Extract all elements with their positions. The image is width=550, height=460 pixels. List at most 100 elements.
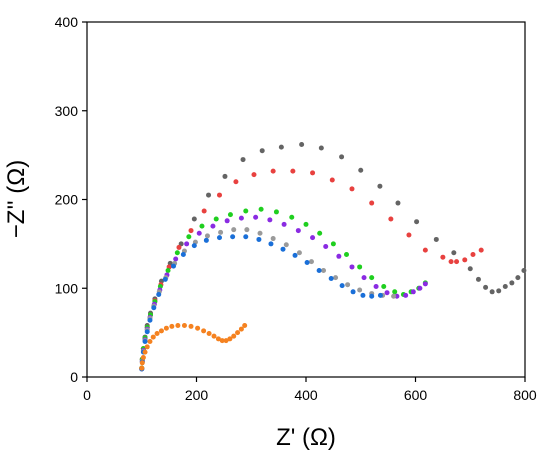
data-point xyxy=(290,168,296,174)
data-point xyxy=(296,250,302,256)
data-point xyxy=(235,330,241,336)
data-point xyxy=(223,338,229,344)
data-point xyxy=(395,200,401,206)
data-point xyxy=(317,230,323,236)
data-point xyxy=(227,212,233,218)
data-point xyxy=(144,329,150,335)
data-point xyxy=(211,333,217,339)
x-ticks: 0 200 400 600 800 xyxy=(83,377,537,403)
data-point xyxy=(203,237,209,243)
data-point xyxy=(384,290,390,296)
data-point xyxy=(242,323,248,329)
data-point xyxy=(224,218,230,224)
data-point xyxy=(377,292,383,298)
data-point xyxy=(238,215,244,221)
data-point xyxy=(451,250,457,256)
series-3 xyxy=(139,206,428,371)
data-point xyxy=(344,252,350,258)
y-ticks: 0 100 200 300 400 xyxy=(55,14,87,385)
series-6 xyxy=(139,234,383,372)
data-point xyxy=(273,209,279,215)
x-tick-label: 800 xyxy=(513,387,537,403)
data-point xyxy=(369,293,375,299)
y-tick-label: 100 xyxy=(55,280,79,296)
data-point xyxy=(414,219,420,225)
data-point xyxy=(175,323,181,329)
x-tick-label: 600 xyxy=(404,387,428,403)
data-point xyxy=(339,283,345,289)
data-point xyxy=(316,268,322,273)
data-point xyxy=(151,305,157,311)
data-point xyxy=(357,264,363,270)
data-point xyxy=(147,317,153,323)
data-point xyxy=(227,336,233,342)
series-4 xyxy=(139,214,428,372)
data-point xyxy=(258,206,264,212)
data-point xyxy=(218,229,224,235)
data-point xyxy=(333,275,339,281)
data-point xyxy=(156,291,162,297)
data-point xyxy=(238,326,244,332)
data-point xyxy=(256,236,262,242)
data-point xyxy=(373,283,379,289)
data-point xyxy=(191,216,197,222)
data-point xyxy=(489,289,495,295)
data-point xyxy=(142,339,148,344)
data-point xyxy=(231,227,237,233)
data-point xyxy=(392,289,398,295)
data-point xyxy=(206,192,212,198)
data-point xyxy=(199,223,205,229)
data-point xyxy=(169,323,175,329)
data-point xyxy=(475,276,481,282)
data-point xyxy=(406,232,412,238)
data-point xyxy=(144,344,150,350)
data-point xyxy=(201,208,207,214)
data-point xyxy=(278,144,284,150)
data-point xyxy=(165,268,171,273)
data-point xyxy=(360,292,366,298)
data-point xyxy=(186,234,192,240)
data-point xyxy=(158,328,164,334)
data-point xyxy=(433,236,439,242)
data-point xyxy=(222,173,228,179)
data-point xyxy=(440,254,446,260)
data-point xyxy=(349,186,355,192)
data-point xyxy=(357,287,363,293)
data-point xyxy=(173,256,179,262)
x-axis-label: Z' (Ω) xyxy=(276,424,336,451)
data-point xyxy=(154,331,160,337)
data-point xyxy=(448,259,454,265)
data-point xyxy=(188,323,194,329)
data-point xyxy=(150,334,156,340)
data-point xyxy=(283,242,289,248)
x-tick-label: 200 xyxy=(185,387,209,403)
data-point xyxy=(422,281,428,287)
data-point xyxy=(233,179,239,185)
y-tick-label: 400 xyxy=(55,14,79,30)
series-7 xyxy=(139,323,248,371)
data-point xyxy=(388,216,394,222)
data-point xyxy=(521,268,527,273)
data-point xyxy=(304,260,310,266)
data-point xyxy=(502,283,508,289)
data-point xyxy=(462,257,468,263)
data-point xyxy=(195,325,201,331)
data-point xyxy=(308,259,314,265)
data-point xyxy=(410,289,416,295)
data-point xyxy=(318,145,324,151)
data-point xyxy=(147,339,153,344)
data-point xyxy=(454,259,460,265)
data-point xyxy=(299,141,305,147)
data-point xyxy=(181,323,187,329)
data-point xyxy=(330,241,336,247)
data-point xyxy=(349,264,355,270)
y-tick-label: 300 xyxy=(55,103,79,119)
data-point xyxy=(216,235,222,241)
data-point xyxy=(213,216,219,222)
data-point xyxy=(336,253,342,259)
data-point xyxy=(204,233,210,239)
data-point xyxy=(253,214,259,220)
data-point xyxy=(391,293,397,299)
data-point xyxy=(403,292,409,298)
